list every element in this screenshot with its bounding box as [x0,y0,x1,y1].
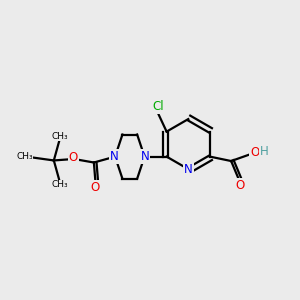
Text: CH₃: CH₃ [16,152,33,161]
Text: H: H [260,145,268,158]
Text: CH₃: CH₃ [51,131,68,140]
Text: O: O [250,146,259,159]
Text: CH₃: CH₃ [51,180,68,189]
Text: N: N [184,163,193,176]
Text: O: O [69,151,78,164]
Text: Cl: Cl [152,100,164,113]
Text: O: O [91,181,100,194]
Text: O: O [236,179,244,192]
Text: N: N [110,150,119,163]
Text: N: N [141,150,149,163]
